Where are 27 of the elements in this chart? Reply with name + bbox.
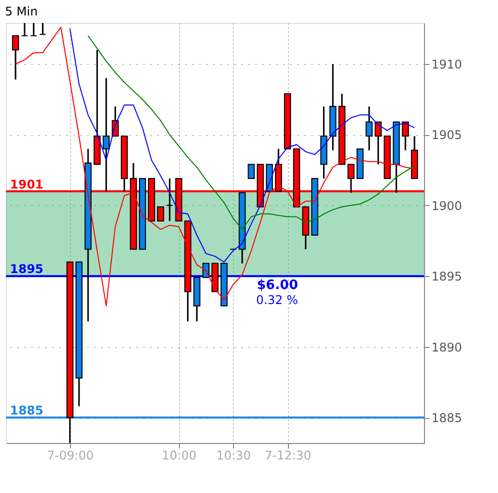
x-tick-label: 7-12:30	[264, 448, 312, 462]
candlestick	[157, 206, 164, 222]
chart-title: 5 Min	[5, 4, 38, 18]
candlestick	[374, 121, 382, 166]
y-tick-label: 1900	[432, 198, 462, 213]
candlestick	[21, 22, 28, 36]
candlestick	[402, 121, 409, 152]
y-tick-label: 1885	[432, 411, 462, 426]
candlestick	[366, 106, 373, 152]
candlestick	[166, 178, 174, 222]
ref-line-label: 1895	[10, 262, 44, 276]
candlestick	[248, 164, 255, 180]
candlestick	[102, 77, 110, 192]
annotation: $6.00	[256, 278, 298, 293]
y-tick-label: 1895	[432, 270, 462, 284]
annotation: 0.32 %	[256, 293, 298, 307]
x-tick-label: 10:30	[216, 448, 251, 462]
candlestick	[39, 22, 46, 36]
x-tick-label: 7-09:00	[47, 448, 94, 462]
x-tick-label: 10:00	[162, 448, 197, 462]
ref-line-label: 1885	[10, 404, 44, 418]
candlestick	[30, 22, 38, 36]
y-tick-label: 1910	[432, 58, 462, 72]
ref-line-label: 1901	[10, 177, 44, 192]
y-tick-label: 1890	[432, 340, 462, 354]
line-series	[69, 28, 415, 262]
y-tick-label: 1905	[432, 128, 462, 142]
